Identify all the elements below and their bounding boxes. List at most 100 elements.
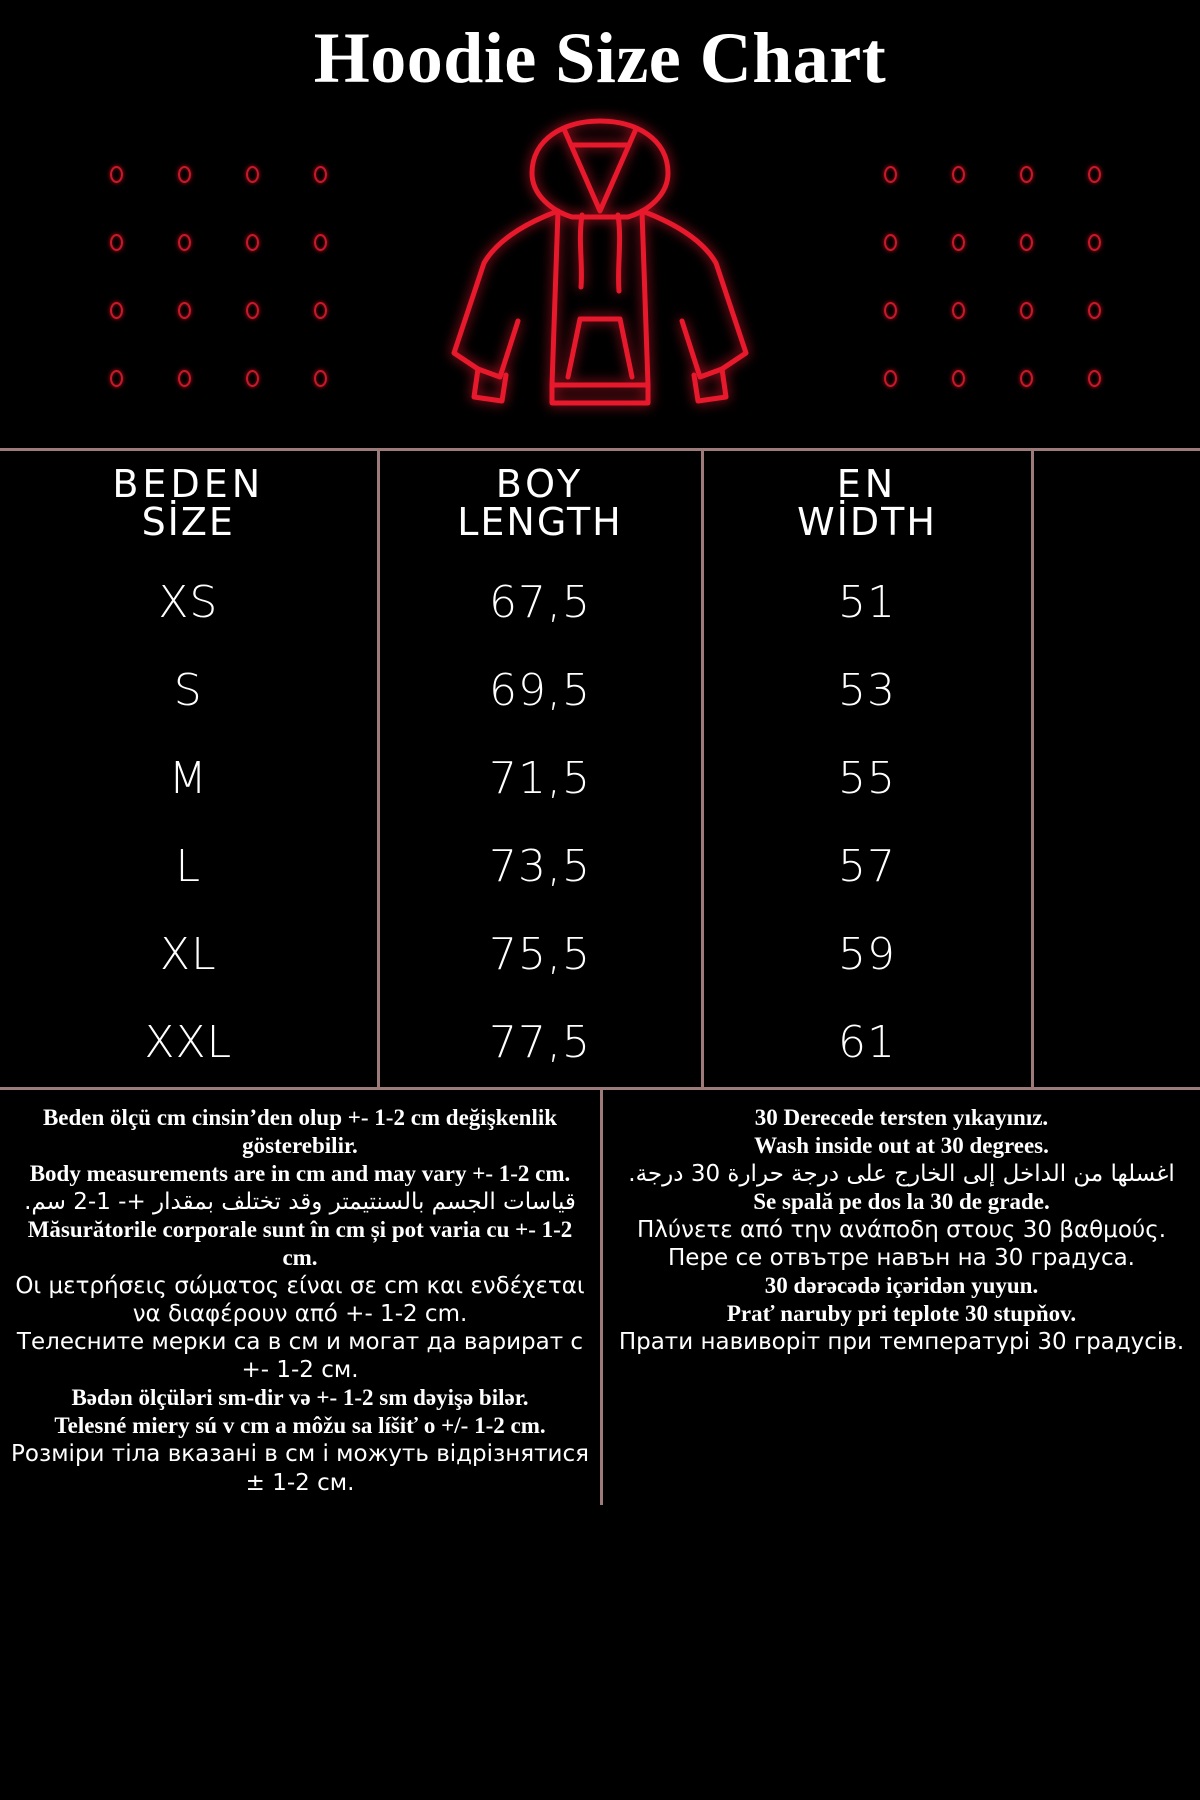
column-header-size: BEDEN SİZE: [0, 451, 380, 559]
decorative-dot-icon: [109, 165, 123, 183]
column-header-length-english: LENGTH: [457, 500, 623, 544]
column-header-empty: [1030, 451, 1200, 559]
decorative-dot-icon: [109, 301, 123, 319]
cell-width: 61: [700, 998, 1034, 1087]
decorative-dot-icon: [313, 233, 327, 251]
decorative-dot-icon: [951, 233, 965, 251]
page-title: Hoodie Size Chart: [313, 18, 887, 98]
measurement-note-line: Body measurements are in cm and may vary…: [29, 1160, 571, 1186]
decorative-dot-icon: [1087, 369, 1101, 387]
column-header-width-english: WİDTH: [797, 500, 937, 544]
washing-note-line: Πλύνετε από την ανάποδη στους 30 βαθμούς…: [636, 1217, 1167, 1244]
washing-note-line: 30 dərəcədə içəridən yuyun.: [764, 1273, 1039, 1299]
decorative-dot-icon: [1087, 301, 1101, 319]
cell-width: 59: [700, 910, 1034, 999]
dot-grid-left: [82, 140, 354, 412]
cell-empty: [1030, 998, 1200, 1087]
cell-length: 73,5: [376, 822, 704, 911]
measurement-note-line: قياسات الجسم بالسنتيمتر وقد تختلف بمقدار…: [24, 1189, 576, 1216]
cell-size: XS: [0, 558, 380, 647]
measurement-note-line: Măsurătorile corporale sunt în cm și pot…: [27, 1217, 573, 1271]
cell-width: 55: [700, 734, 1034, 823]
washing-note-line: Se spală pe dos la 30 de grade.: [753, 1189, 1050, 1215]
cell-size: XL: [0, 910, 380, 999]
cell-empty: [1030, 646, 1200, 735]
cell-width: 53: [700, 646, 1034, 735]
column-header-width-native: EN: [836, 462, 898, 506]
table-row: M 71,5 55: [0, 734, 1200, 823]
column-header-length: BOY LENGTH: [376, 451, 704, 559]
decorative-dot-icon: [245, 369, 259, 387]
cell-length: 77,5: [376, 998, 704, 1087]
decorative-dot-icon: [109, 369, 123, 387]
header-banner: Hoodie Size Chart: [0, 0, 1200, 448]
cell-size: M: [0, 734, 380, 823]
cell-length: 75,5: [376, 910, 704, 999]
decorative-dot-icon: [177, 301, 191, 319]
washing-note-line: Wash inside out at 30 degrees.: [754, 1132, 1049, 1158]
size-chart-table-body: XS 67,5 51 S 69,5 53 M 71,5 55 L 73,5 57 XL 75,5 59 XXL…: [0, 558, 1200, 1087]
cell-width: 51: [700, 558, 1034, 647]
decorative-dot-icon: [951, 165, 965, 183]
column-header-width: EN WİDTH: [700, 451, 1034, 559]
decorative-dot-icon: [177, 369, 191, 387]
decorative-dot-icon: [109, 233, 123, 251]
size-chart-table: BEDEN SİZE BOY LENGTH EN WİDTH XS 67,5 51 S…: [0, 451, 1200, 1087]
cell-empty: [1030, 910, 1200, 999]
cell-length: 67,5: [376, 558, 704, 647]
table-header-row: BEDEN SİZE BOY LENGTH EN WİDTH: [0, 451, 1200, 559]
washing-note-panel: 30 Derecede tersten yıkayınız. Wash insid…: [600, 1089, 1200, 1505]
table-row: XXL 77,5 61: [0, 998, 1200, 1087]
decorative-dot-icon: [1019, 301, 1033, 319]
decorative-dot-icon: [1019, 233, 1033, 251]
measurement-note-line: Beden ölçü cm cinsin’den olup +- 1-2 cm …: [42, 1104, 558, 1158]
decorative-dot-icon: [951, 301, 965, 319]
cell-size: L: [0, 822, 380, 911]
measurement-note-line: Bədən ölçüləri sm-dir və +- 1-2 sm dəyiş…: [71, 1385, 529, 1411]
decorative-dot-icon: [313, 301, 327, 319]
measurement-note-line: Розміри тіла вказані в см і можуть відрі…: [11, 1441, 589, 1496]
measurement-note-line: Οι μετρήσεις σώματος είναι σε cm και ενδ…: [15, 1273, 585, 1328]
notes-section: Beden ölçü cm cinsin’den olup +- 1-2 cm …: [0, 1089, 1200, 1505]
decorative-dot-icon: [951, 369, 965, 387]
washing-note-line: اغسلها من الداخل إلى الخارج على درجة حرا…: [628, 1160, 1175, 1187]
decorative-dot-icon: [245, 301, 259, 319]
decorative-dot-icon: [883, 165, 897, 183]
hoodie-outline-icon: [440, 115, 760, 415]
washing-note-line: Пере се отвътре навън на 30 градуса.: [668, 1245, 1135, 1272]
cell-empty: [1030, 734, 1200, 823]
decorative-dot-icon: [1019, 369, 1033, 387]
table-row: S 69,5 53: [0, 646, 1200, 735]
decorative-dot-icon: [177, 165, 191, 183]
decorative-dot-icon: [883, 301, 897, 319]
size-chart-table-container: BEDEN SİZE BOY LENGTH EN WİDTH XS 67,5 51 S…: [0, 448, 1200, 1090]
measurement-note-panel: Beden ölçü cm cinsin’den olup +- 1-2 cm …: [0, 1090, 600, 1505]
decorative-dot-icon: [313, 369, 327, 387]
decorative-dot-icon: [245, 165, 259, 183]
column-header-length-native: BOY: [495, 462, 585, 506]
cell-length: 69,5: [376, 646, 704, 735]
table-row: XL 75,5 59: [0, 910, 1200, 999]
decorative-dot-icon: [177, 233, 191, 251]
decorative-dot-icon: [1019, 165, 1033, 183]
washing-note-line: 30 Derecede tersten yıkayınız.: [754, 1104, 1049, 1130]
dot-grid-right: [856, 140, 1128, 412]
decorative-dot-icon: [245, 233, 259, 251]
table-row: XS 67,5 51: [0, 558, 1200, 647]
cell-width: 57: [700, 822, 1034, 911]
decorative-dot-icon: [1087, 165, 1101, 183]
decorative-dot-icon: [313, 165, 327, 183]
cell-length: 71,5: [376, 734, 704, 823]
decorative-dot-icon: [1087, 233, 1101, 251]
washing-note-line: Прати навиворіт при температурі 30 граду…: [618, 1329, 1185, 1356]
washing-note-line: Prať naruby pri teplote 30 stupňov.: [726, 1301, 1077, 1327]
column-header-size-english: SİZE: [141, 500, 235, 544]
cell-size: S: [0, 646, 380, 735]
column-header-size-native: BEDEN: [112, 462, 265, 506]
cell-empty: [1030, 558, 1200, 647]
cell-empty: [1030, 822, 1200, 911]
decorative-dot-icon: [883, 369, 897, 387]
table-row: L 73,5 57: [0, 822, 1200, 911]
measurement-note-line: Telesné miery sú v cm a môžu sa líšiť o …: [54, 1413, 546, 1439]
cell-size: XXL: [0, 998, 380, 1087]
